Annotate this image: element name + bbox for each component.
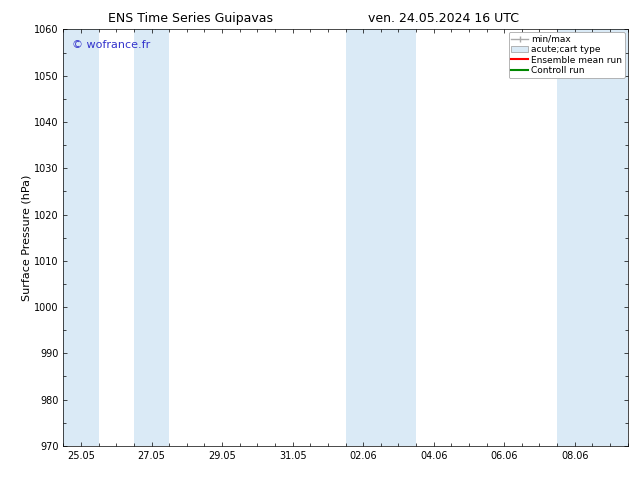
Y-axis label: Surface Pressure (hPa): Surface Pressure (hPa) <box>21 174 31 301</box>
Bar <box>134 29 169 446</box>
Legend: min/max, acute;cart type, Ensemble mean run, Controll run: min/max, acute;cart type, Ensemble mean … <box>508 32 625 77</box>
Text: © wofrance.fr: © wofrance.fr <box>72 40 150 50</box>
Bar <box>63 29 99 446</box>
Text: ENS Time Series Guipavas: ENS Time Series Guipavas <box>108 12 273 25</box>
Text: ven. 24.05.2024 16 UTC: ven. 24.05.2024 16 UTC <box>368 12 519 25</box>
Bar <box>346 29 416 446</box>
Bar <box>557 29 628 446</box>
